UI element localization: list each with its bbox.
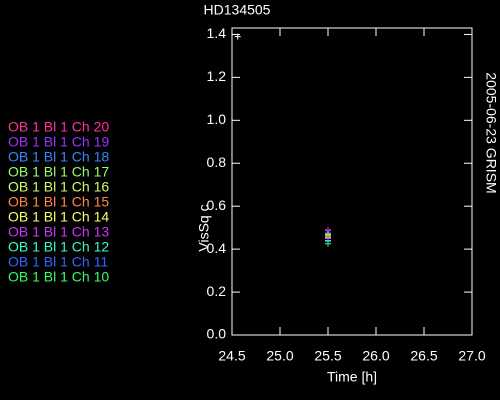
y-tick-label: 0.0 [207,326,227,342]
legend-entry: OB 1 Bl 1 Ch 15 [8,194,109,210]
legend-entry: OB 1 Bl 1 Ch 10 [8,269,109,285]
legend-entry: OB 1 Bl 1 Ch 17 [8,164,109,180]
plot-frame [231,27,473,336]
y-tick-label: 0.2 [207,283,227,299]
legend-entry: OB 1 Bl 1 Ch 18 [8,149,109,165]
y-tick-label: 1.0 [207,111,227,127]
y-tick-label: 1.4 [207,25,227,41]
legend-entry: OB 1 Bl 1 Ch 12 [8,239,109,255]
y-tick-label: 0.6 [207,197,227,213]
data-point [325,240,331,247]
x-tick-label: 26.0 [362,348,389,364]
x-axis-label: Time [h] [327,369,377,385]
legend-entry: OB 1 Bl 1 Ch 16 [8,179,109,195]
legend-entry: OB 1 Bl 1 Ch 20 [8,119,109,135]
y-axis-label: VisSq c [196,204,212,251]
y-tick-label: 1.2 [207,68,227,84]
y-tick-label: 0.4 [207,240,227,256]
legend-entry: OB 1 Bl 1 Ch 14 [8,209,109,225]
extra-point [234,33,241,40]
legend-entry: OB 1 Bl 1 Ch 11 [8,254,108,270]
x-tick-label: 24.5 [218,348,245,364]
legend-entry: OB 1 Bl 1 Ch 13 [8,224,109,240]
x-tick-label: 27.0 [458,348,485,364]
chart-title: HD134505 [204,2,271,18]
x-tick-label: 25.0 [266,348,293,364]
legend-entry: OB 1 Bl 1 Ch 19 [8,134,109,150]
y-tick-label: 0.8 [207,154,227,170]
x-tick-label: 25.5 [314,348,341,364]
x-tick-label: 26.5 [410,348,437,364]
subtitle: 2005-06-23 GRISM [483,72,499,193]
